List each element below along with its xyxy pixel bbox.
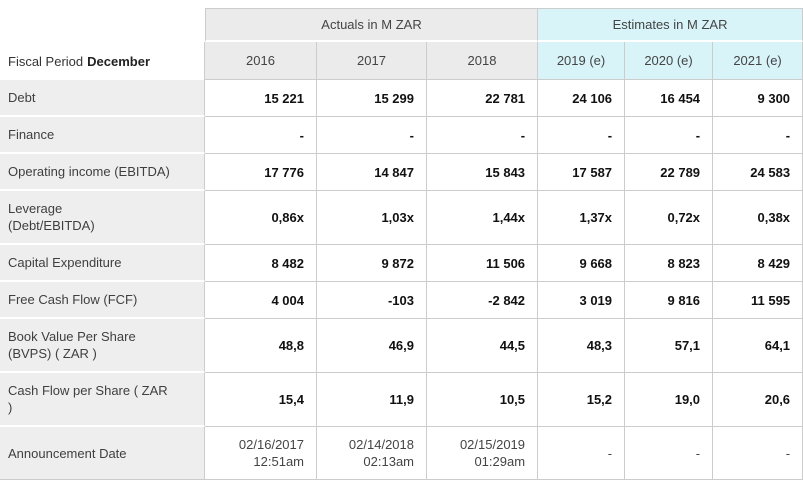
row-label: Cash Flow per Share ( ZAR ) <box>0 373 205 427</box>
row-label: Debt <box>0 80 205 117</box>
column-header-2018: 2018 <box>427 42 539 80</box>
fiscal-period-value: December <box>87 53 151 69</box>
table-cell: 57,1 <box>625 319 714 373</box>
table-cell: 8 429 <box>713 245 803 282</box>
table-cell: 9 668 <box>538 245 626 282</box>
table-cell: -103 <box>317 282 427 319</box>
corner-cell <box>0 8 205 42</box>
table-cell: - <box>538 427 626 480</box>
table-cell: 14 847 <box>317 154 427 191</box>
table-cell: 22 789 <box>625 154 714 191</box>
row-label: Operating income (EBITDA) <box>0 154 205 191</box>
estimates-group-header: Estimates in M ZAR <box>538 8 803 42</box>
fiscal-period-cell: Fiscal Period December <box>0 42 205 80</box>
table-row: Capital Expenditure 8 482 9 872 11 506 9 668… <box>0 245 803 282</box>
table-cell: 24 106 <box>538 80 626 117</box>
row-label: Capital Expenditure <box>0 245 205 282</box>
table-cell: 64,1 <box>713 319 803 373</box>
table-cell: 1,44x <box>427 191 539 245</box>
fiscal-period-label: Fiscal Period <box>8 53 84 69</box>
table-cell: 9 300 <box>713 80 803 117</box>
row-label: Leverage (Debt/EBITDA) <box>0 191 205 245</box>
column-header-2021-e: 2021 (e) <box>713 42 803 80</box>
table-cell: - <box>713 427 803 480</box>
table-cell: 15 843 <box>427 154 539 191</box>
table-cell: 11 595 <box>713 282 803 319</box>
table-cell: 46,9 <box>317 319 427 373</box>
row-label: Book Value Per Share (BVPS) ( ZAR ) <box>0 319 205 373</box>
table-cell: 0,86x <box>205 191 317 245</box>
table-cell: 3 019 <box>538 282 626 319</box>
table-cell: - <box>713 117 803 154</box>
table-cell: 10,5 <box>427 373 539 427</box>
table-cell: 16 454 <box>625 80 714 117</box>
year-header-row: Fiscal Period December 2016 2017 2018 2019 (… <box>0 42 803 80</box>
table-cell: 02/14/2018 02:13am <box>317 427 427 480</box>
table-row: Operating income (EBITDA) 17 776 14 847 15 … <box>0 154 803 191</box>
actuals-group-header: Actuals in M ZAR <box>205 8 539 42</box>
table-row: Finance - - - - - - <box>0 117 803 154</box>
table-cell: 02/15/2019 01:29am <box>427 427 539 480</box>
table-cell: - <box>205 117 317 154</box>
table-cell: 11 506 <box>427 245 539 282</box>
table-cell: 48,3 <box>538 319 626 373</box>
table-cell: 17 587 <box>538 154 626 191</box>
table-cell: 1,03x <box>317 191 427 245</box>
row-label: Announcement Date <box>0 427 205 480</box>
table-cell: - <box>538 117 626 154</box>
table-row: Leverage (Debt/EBITDA) 0,86x 1,03x 1,44x 1,3… <box>0 191 803 245</box>
table-cell: 4 004 <box>205 282 317 319</box>
table-cell: 22 781 <box>427 80 539 117</box>
table-cell: 19,0 <box>625 373 714 427</box>
table-cell: - <box>317 117 427 154</box>
table-cell: 9 816 <box>625 282 714 319</box>
table-cell: 44,5 <box>427 319 539 373</box>
table-cell: 24 583 <box>713 154 803 191</box>
group-header-row: Actuals in M ZAR Estimates in M ZAR <box>0 8 803 42</box>
table-cell: 8 823 <box>625 245 714 282</box>
table-cell: 15 299 <box>317 80 427 117</box>
table-row: Announcement Date 02/16/2017 12:51am 02/14… <box>0 427 803 480</box>
table-cell: 8 482 <box>205 245 317 282</box>
column-header-2016: 2016 <box>205 42 317 80</box>
table-row: Book Value Per Share (BVPS) ( ZAR ) 48,8 4… <box>0 319 803 373</box>
row-label: Free Cash Flow (FCF) <box>0 282 205 319</box>
table-row: Free Cash Flow (FCF) 4 004 -103 -2 842 3 019… <box>0 282 803 319</box>
financials-table: Actuals in M ZAR Estimates in M ZAR Fisc… <box>0 8 803 480</box>
column-header-2019-e: 2019 (e) <box>538 42 626 80</box>
table-cell: -2 842 <box>427 282 539 319</box>
column-header-2020-e: 2020 (e) <box>625 42 714 80</box>
table-cell: 15 221 <box>205 80 317 117</box>
table-cell: 48,8 <box>205 319 317 373</box>
table-cell: 11,9 <box>317 373 427 427</box>
table-cell: 15,4 <box>205 373 317 427</box>
table-cell: 1,37x <box>538 191 626 245</box>
table-row: Cash Flow per Share ( ZAR ) 15,4 11,9 10,5 1… <box>0 373 803 427</box>
column-header-2017: 2017 <box>317 42 427 80</box>
table-cell: - <box>427 117 539 154</box>
row-label: Finance <box>0 117 205 154</box>
table-cell: 17 776 <box>205 154 317 191</box>
table-row: Debt 15 221 15 299 22 781 24 106 16 454 9 300 <box>0 80 803 117</box>
table-cell: 0,38x <box>713 191 803 245</box>
table-cell: 9 872 <box>317 245 427 282</box>
table-cell: 0,72x <box>625 191 714 245</box>
table-cell: 15,2 <box>538 373 626 427</box>
table-cell: 02/16/2017 12:51am <box>205 427 317 480</box>
table-cell: - <box>625 427 714 480</box>
table-cell: 20,6 <box>713 373 803 427</box>
table-cell: - <box>625 117 714 154</box>
